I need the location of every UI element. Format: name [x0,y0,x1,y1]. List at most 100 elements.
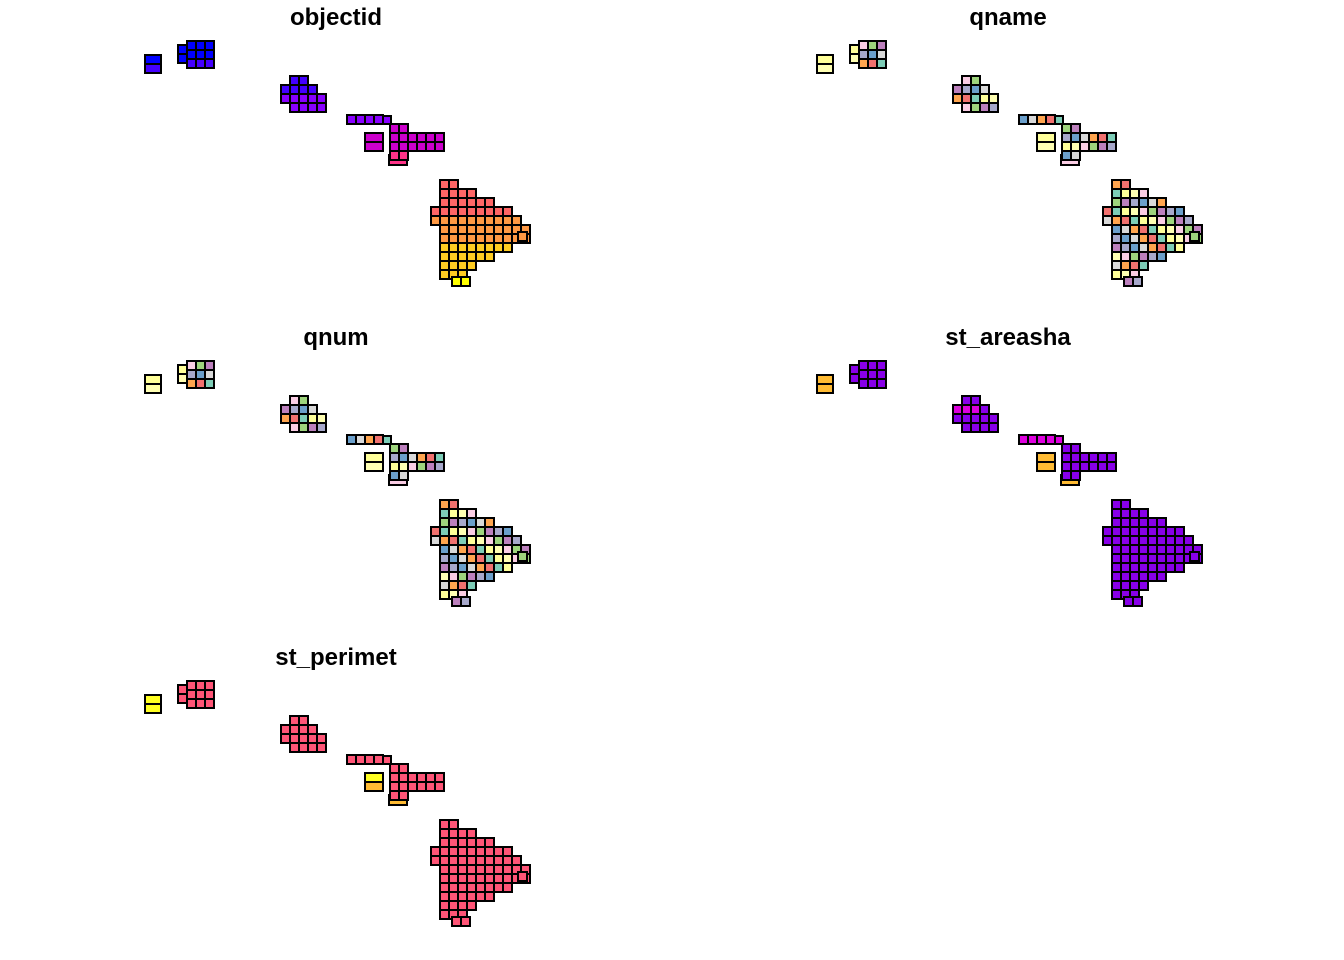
quad-cell [448,891,459,902]
quad-cell [961,413,972,424]
quad-cell [457,526,468,537]
quad-cell [298,733,309,744]
quad-cell [430,855,441,866]
quad-cell [298,715,309,726]
quad-cell [457,517,468,528]
quad-cell [1018,434,1029,445]
quad-cell [457,242,468,253]
quad-cell [876,378,887,389]
quad-cell [867,40,878,51]
quad-cell [816,374,834,385]
quad-cell [961,84,972,95]
quad-cell [466,215,477,226]
quad-cell [1120,251,1131,262]
quad-cell [457,224,468,235]
quad-cell [876,49,887,60]
quad-cell [1036,434,1047,445]
quad-cell [1129,197,1140,208]
quad-cell [425,132,436,143]
quad-cell [451,596,462,607]
quad-cell [416,781,427,792]
quad-cell [867,369,878,380]
quad-cell [493,535,504,546]
quad-cell [144,54,162,65]
quad-cell [439,242,450,253]
quad-cell [1036,452,1056,463]
quad-cell [448,517,459,528]
quad-cell [484,837,495,848]
quad-cell [1147,544,1158,555]
quad-cell [448,580,459,591]
quad-cell [448,188,459,199]
quad-cell [398,790,409,801]
quad-cell [316,422,327,433]
quad-cell [425,452,436,463]
quad-cell [1111,197,1122,208]
quad-cell [484,215,495,226]
quad-cell [177,53,188,64]
quad-cell [988,422,999,433]
quad-cell [457,544,468,555]
quad-cell [398,781,409,792]
quad-cell [1120,206,1131,217]
quad-cell [448,224,459,235]
quad-cell [1138,580,1149,591]
quad-cell [355,434,366,445]
quad-cell [280,84,291,95]
quad-cell [1088,461,1099,472]
quad-cell [448,535,459,546]
quad-cell [1120,553,1131,564]
quad-cell [1156,517,1167,528]
quad-cell [1129,553,1140,564]
quad-cell [1111,562,1122,573]
quad-cell [416,141,427,152]
quad-cell [502,864,513,875]
quad-cell [1138,251,1149,262]
quad-cell [1061,132,1072,143]
quad-cell [1138,544,1149,555]
quad-cell [952,93,963,104]
quad-cell [1120,535,1131,546]
quad-cell [517,871,528,882]
quad-cell [144,703,162,714]
quad-cell [867,378,878,389]
quad-cell [876,40,887,51]
quad-cell [144,694,162,705]
quad-cell [448,260,459,271]
quad-cell [970,102,981,113]
quad-cell [1156,553,1167,564]
quad-cell [1120,215,1131,226]
quad-cell [517,551,528,562]
quad-cell [195,369,206,380]
quad-cell [316,742,327,753]
quad-cell [1070,461,1081,472]
quad-cell [298,413,309,424]
quad-cell [298,422,309,433]
quad-cell [1111,233,1122,244]
quad-cell [867,360,878,371]
quad-cell [517,231,528,242]
quad-cell [502,242,513,253]
quad-cell [289,733,300,744]
quad-cell [466,900,477,911]
quad-cell [484,526,495,537]
quad-cell [1129,544,1140,555]
quad-cell [316,93,327,104]
quad-cell [398,141,409,152]
quad-cell [1165,544,1176,555]
quad-cell [961,102,972,113]
quad-cell [448,562,459,573]
quad-cell [298,102,309,113]
quad-cell [1111,269,1122,280]
quad-cell [952,84,963,95]
quad-cell [1138,188,1149,199]
quad-cell [816,63,834,74]
quad-cell [177,373,188,384]
quad-cell [1097,452,1108,463]
quad-cell [434,461,445,472]
quad-cell [195,698,206,709]
quad-cell [970,422,981,433]
quad-cell [382,435,392,445]
quad-cell [1147,562,1158,573]
quad-cell [466,553,477,564]
